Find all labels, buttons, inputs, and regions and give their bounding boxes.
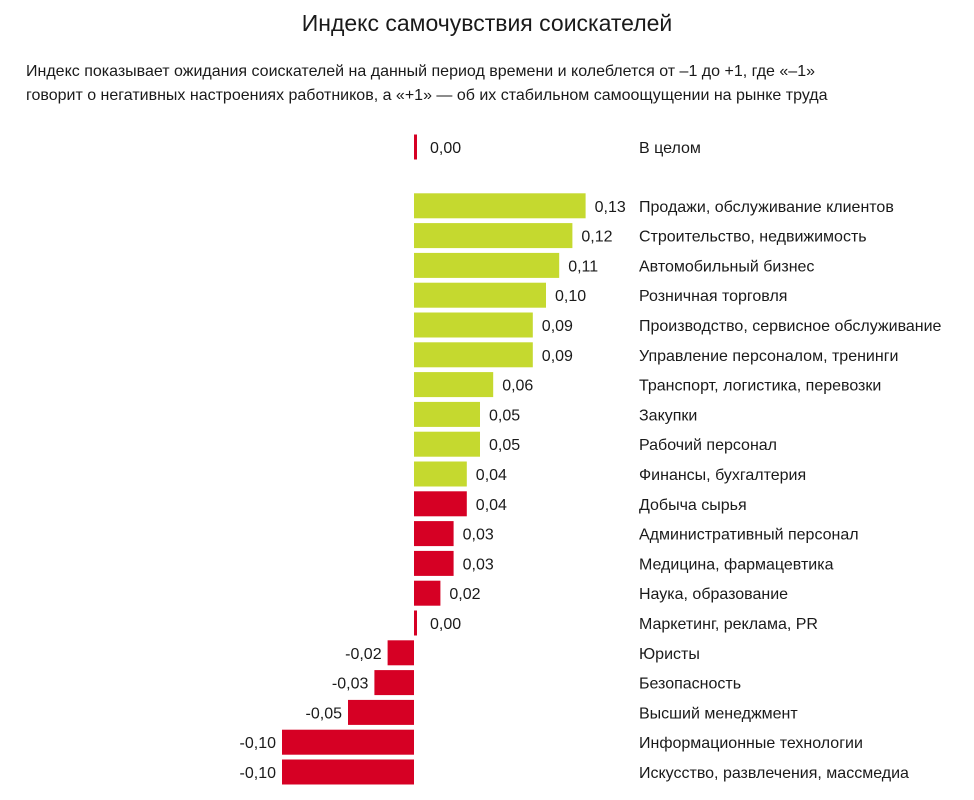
value-label-19: -0,05 xyxy=(306,705,343,722)
bar-8 xyxy=(414,372,494,398)
value-label-1: 0,00 xyxy=(430,140,461,157)
bar-18 xyxy=(374,670,414,696)
bar-5 xyxy=(414,282,546,308)
value-label-17: -0,02 xyxy=(345,646,382,663)
category-label-17: Юристы xyxy=(639,646,700,663)
bar-11 xyxy=(414,461,467,487)
value-label-15: 0,02 xyxy=(449,586,480,603)
category-label-8: Транспорт, логистика, перевозки xyxy=(639,378,881,395)
category-label-6: Производство, сервисное обслуживание xyxy=(639,318,942,335)
subtitle-line-1: Индекс показывает ожидания соискателей н… xyxy=(26,63,815,80)
bar-1 xyxy=(414,134,417,160)
value-label-7: 0,09 xyxy=(542,348,573,365)
chart-title: Индекс самочувствия соискателей xyxy=(301,10,673,36)
subtitle-line-2: говорит о негативных настроениях работни… xyxy=(26,87,828,104)
value-label-9: 0,05 xyxy=(489,407,520,424)
value-label-20: -0,10 xyxy=(240,735,277,752)
value-label-8: 0,06 xyxy=(502,378,533,395)
category-label-1: В целом xyxy=(639,140,701,157)
bar-10 xyxy=(414,431,480,457)
bar-17 xyxy=(387,640,414,666)
bar-16 xyxy=(414,610,417,636)
category-label-4: Автомобильный бизнес xyxy=(639,258,814,275)
bar-7 xyxy=(414,342,533,368)
bar-4 xyxy=(414,252,560,278)
category-label-5: Розничная торговля xyxy=(639,288,787,305)
category-label-14: Медицина, фармацевтика xyxy=(639,556,834,573)
value-label-2: 0,13 xyxy=(595,199,626,216)
bar-2 xyxy=(414,193,586,219)
category-label-9: Закупки xyxy=(639,407,697,424)
category-label-13: Административный персонал xyxy=(639,527,859,544)
value-label-13: 0,03 xyxy=(463,527,494,544)
value-label-12: 0,04 xyxy=(476,497,507,514)
category-label-19: Высший менеджмент xyxy=(639,705,798,722)
value-label-5: 0,10 xyxy=(555,288,586,305)
value-label-18: -0,03 xyxy=(332,676,369,693)
bar-9 xyxy=(414,401,480,427)
category-label-21: Искусство, развлечения, массмедиа xyxy=(639,765,909,782)
value-label-11: 0,04 xyxy=(476,467,507,484)
value-label-6: 0,09 xyxy=(542,318,573,335)
bar-3 xyxy=(414,223,573,249)
category-label-16: Маркетинг, реклама, PR xyxy=(639,616,818,633)
category-label-18: Безопасность xyxy=(639,676,741,693)
value-label-10: 0,05 xyxy=(489,437,520,454)
category-label-3: Строительство, недвижимость xyxy=(639,229,867,246)
bar-15 xyxy=(414,580,441,606)
bar-19 xyxy=(348,699,414,725)
category-label-10: Рабочий персонал xyxy=(639,437,777,454)
category-label-20: Информационные технологии xyxy=(639,735,863,752)
bar-21 xyxy=(282,759,414,785)
bar-14 xyxy=(414,550,454,576)
category-label-11: Финансы, бухгалтерия xyxy=(639,467,806,484)
value-label-4: 0,11 xyxy=(568,258,598,275)
category-label-7: Управление персоналом, тренинги xyxy=(639,348,898,365)
category-label-15: Наука, образование xyxy=(639,586,788,603)
bar-6 xyxy=(414,312,533,338)
bar-12 xyxy=(414,491,467,517)
value-label-16: 0,00 xyxy=(430,616,461,633)
value-label-14: 0,03 xyxy=(463,556,494,573)
value-label-21: -0,10 xyxy=(240,765,277,782)
bar-13 xyxy=(414,521,454,547)
value-label-3: 0,12 xyxy=(581,229,612,246)
chart-subtitle: Индекс показывает ожидания соискателей н… xyxy=(26,60,956,108)
bar-20 xyxy=(282,729,414,755)
category-label-2: Продажи, обслуживание клиентов xyxy=(639,199,894,216)
category-label-12: Добыча сырья xyxy=(639,497,747,514)
